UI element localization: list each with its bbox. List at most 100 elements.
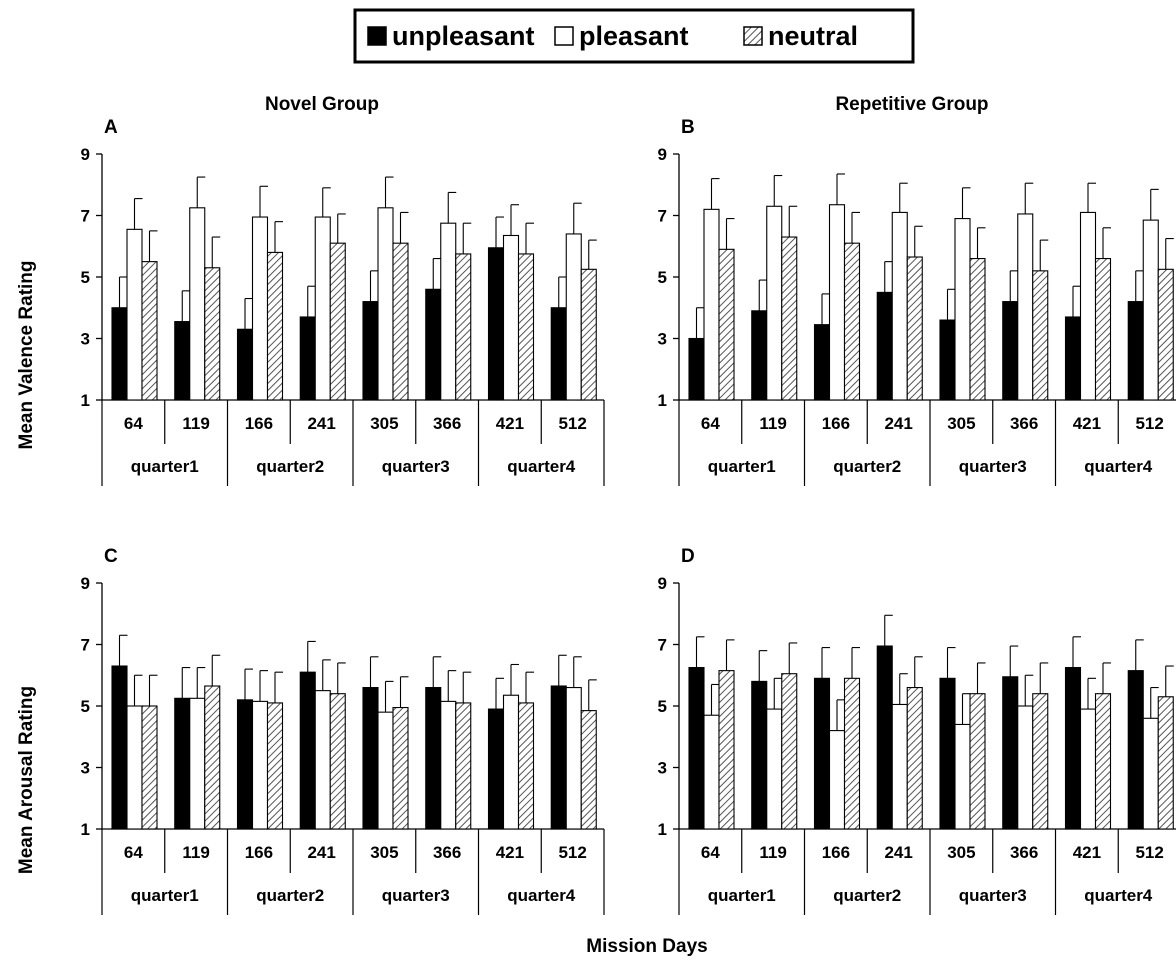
legend-label-unpleasant: unpleasant: [392, 21, 535, 51]
column-title-repetitive: Repetitive Group: [835, 94, 988, 115]
bar-pleasant: [766, 205, 783, 401]
bar-unpleasant: [813, 324, 831, 401]
bar-pleasant: [440, 222, 457, 401]
bar-unpleasant: [299, 671, 316, 830]
bar-pleasant: [954, 723, 971, 830]
category-label: 119: [182, 414, 209, 433]
bar-neutral: [906, 686, 923, 830]
bar-pleasant: [1142, 717, 1159, 830]
bar-neutral: [1157, 268, 1174, 401]
bar-unpleasant: [425, 686, 442, 830]
bar-unpleasant: [174, 321, 191, 401]
bar-neutral: [204, 685, 221, 830]
category-label: 305: [370, 414, 398, 433]
bar-pleasant: [565, 233, 582, 401]
bar-neutral: [329, 693, 346, 830]
category-label: 421: [496, 843, 524, 862]
bar-pleasant: [126, 228, 143, 401]
bar-neutral: [781, 673, 798, 830]
bar-unpleasant: [688, 667, 705, 830]
y-tick-label: 3: [81, 330, 90, 349]
group-label: quarter2: [256, 886, 324, 905]
bar-pleasant: [828, 730, 846, 830]
category-label: 166: [822, 843, 850, 862]
bar-neutral: [843, 677, 861, 830]
panel-letter: A: [104, 117, 118, 138]
bar-pleasant: [891, 211, 908, 401]
bar-neutral: [1032, 270, 1049, 401]
panel-a: A 1 3 5 7 9 64 119 166 241 305 366 421 512 quarter1 qua…: [81, 117, 605, 486]
bar-pleasant: [377, 207, 394, 401]
group-label: quarter1: [708, 457, 776, 476]
panel-letter: C: [104, 546, 118, 567]
bar-pleasant: [314, 216, 331, 401]
column-title-novel: Novel Group: [265, 94, 379, 115]
bar-pleasant: [440, 700, 457, 830]
category-label: 64: [701, 843, 720, 862]
bar-neutral: [1032, 693, 1049, 830]
y-tick-label: 3: [81, 759, 90, 778]
category-label: 421: [496, 414, 524, 433]
group-label: quarter1: [131, 457, 199, 476]
panel-c: C 1 3 5 7 9 64 119 166 241 305 366 421 512 quarter1 qua…: [81, 546, 605, 915]
bar-neutral: [580, 268, 597, 401]
y-axis-label-valence: Mean Valence Rating: [16, 260, 37, 449]
bar-neutral: [141, 261, 158, 401]
bar-neutral: [1094, 693, 1112, 830]
bar-neutral: [392, 706, 409, 830]
category-label: 119: [182, 843, 209, 862]
bar-pleasant: [251, 700, 269, 830]
y-tick-label: 3: [658, 759, 667, 778]
legend-label-pleasant: pleasant: [579, 21, 689, 51]
bar-unpleasant: [751, 680, 768, 830]
category-label: 166: [245, 414, 273, 433]
group-label: quarter4: [1084, 457, 1153, 476]
bar-neutral: [969, 693, 986, 830]
y-tick-label: 9: [658, 145, 667, 164]
category-label: 166: [245, 843, 273, 862]
category-label: 64: [124, 414, 143, 433]
y-tick-label: 5: [658, 268, 667, 287]
category-label: 119: [759, 843, 786, 862]
bar-neutral: [141, 705, 158, 830]
y-tick-label: 1: [658, 391, 667, 410]
bar-unpleasant: [236, 328, 254, 401]
group-label: quarter1: [708, 886, 776, 905]
bar-pleasant: [502, 694, 520, 830]
category-label: 366: [1010, 414, 1038, 433]
bar-neutral: [392, 242, 409, 401]
y-tick-label: 7: [658, 207, 667, 226]
bar-unpleasant: [174, 697, 191, 830]
bar-pleasant: [565, 686, 582, 830]
y-tick-label: 1: [81, 820, 90, 839]
category-label: 512: [1135, 843, 1163, 862]
bar-pleasant: [828, 204, 846, 401]
category-label: 421: [1073, 843, 1101, 862]
group-label: quarter4: [507, 886, 576, 905]
group-label: quarter2: [256, 457, 324, 476]
bar-pleasant: [1142, 219, 1159, 401]
legend-swatch-unpleasant: [367, 26, 387, 46]
bar-neutral: [843, 242, 861, 401]
category-label: 64: [701, 414, 720, 433]
bar-neutral: [517, 253, 535, 401]
bar-unpleasant: [362, 686, 379, 830]
bar-pleasant: [703, 208, 720, 401]
panel-letter: D: [681, 546, 695, 567]
y-axis-label-arousal: Mean Arousal Rating: [16, 686, 37, 874]
bar-pleasant: [189, 697, 206, 830]
bar-neutral: [1157, 696, 1174, 830]
bar-unpleasant: [1127, 301, 1144, 401]
bar-unpleasant: [688, 337, 705, 401]
bar-unpleasant: [550, 307, 567, 401]
bar-pleasant: [1017, 213, 1034, 401]
y-tick-label: 9: [658, 574, 667, 593]
bar-pleasant: [1017, 705, 1034, 830]
legend-swatch-neutral: [743, 26, 763, 46]
y-tick-label: 7: [81, 636, 90, 655]
bar-unpleasant: [1127, 670, 1144, 830]
category-label: 241: [307, 843, 335, 862]
y-tick-label: 3: [658, 330, 667, 349]
bar-unpleasant: [1002, 676, 1019, 830]
bar-neutral: [906, 256, 923, 401]
